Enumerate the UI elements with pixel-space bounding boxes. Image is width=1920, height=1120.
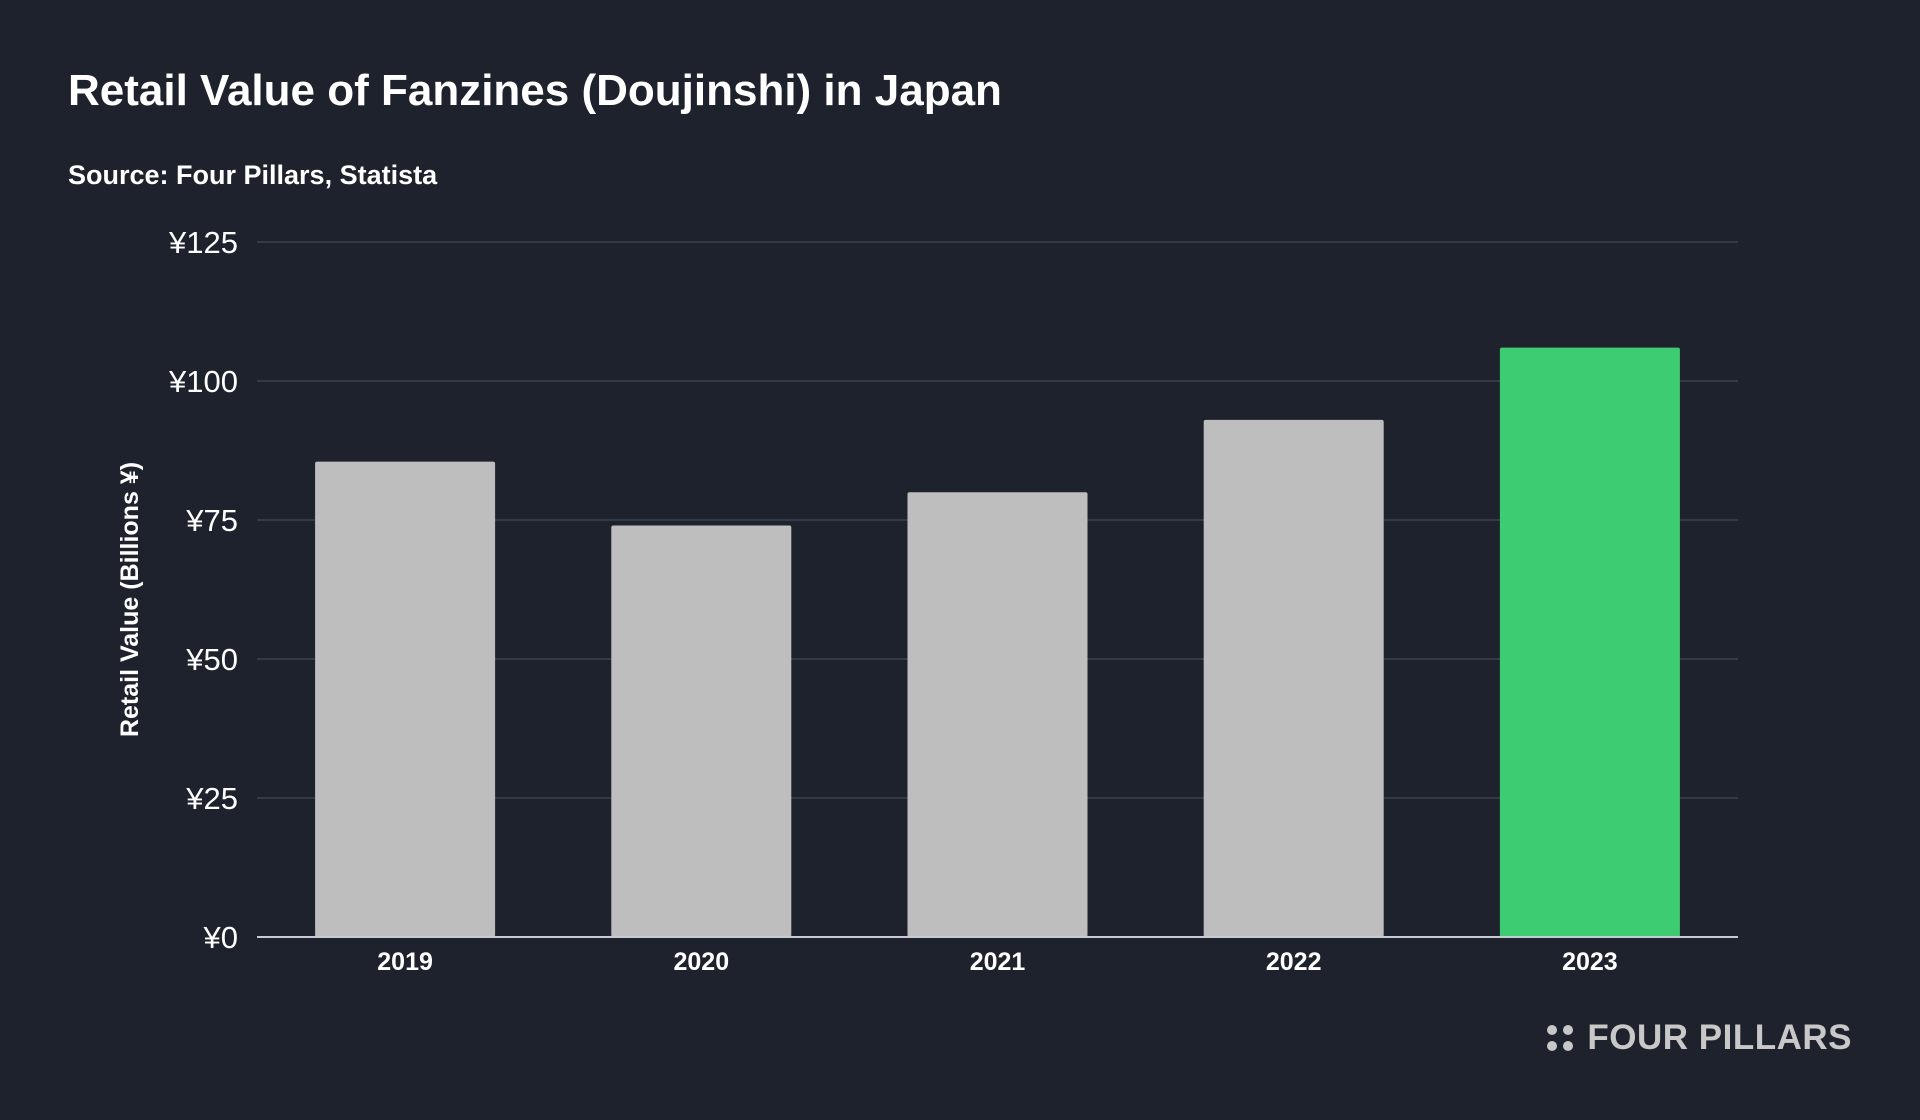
y-tick-label: ¥50 <box>185 642 238 677</box>
y-tick-label: ¥0 <box>203 920 238 955</box>
x-tick-label: 2019 <box>377 948 433 976</box>
x-tick-label: 2023 <box>1562 948 1618 976</box>
bar-2023 <box>1499 347 1680 937</box>
brand-logo: FOUR PILLARS <box>1547 1018 1852 1058</box>
y-axis-ticks: ¥0 ¥25 ¥50 ¥75 ¥100 ¥125 <box>168 225 238 955</box>
bar-2019 <box>315 461 496 937</box>
dots-icon <box>1547 1025 1574 1051</box>
y-axis-label: Retail Value (Billions ¥) <box>116 462 144 737</box>
chart-title: Retail Value of Fanzines (Doujinshi) in … <box>68 66 1002 115</box>
bar-2020 <box>611 525 792 937</box>
brand-name: FOUR PILLARS <box>1587 1018 1852 1057</box>
x-tick-label: 2020 <box>673 948 729 976</box>
y-tick-label: ¥100 <box>168 364 238 399</box>
bar-2021 <box>907 492 1088 937</box>
bar-2022 <box>1203 419 1384 937</box>
y-tick-label: ¥125 <box>168 225 238 260</box>
x-tick-label: 2021 <box>970 948 1026 976</box>
y-tick-label: ¥25 <box>185 781 238 816</box>
chart-source: Source: Four Pillars, Statista <box>68 160 438 190</box>
y-tick-label: ¥75 <box>185 503 238 538</box>
x-axis-ticks: 2019 2020 2021 2022 2023 <box>377 948 1617 976</box>
bars <box>315 347 1680 937</box>
x-tick-label: 2022 <box>1266 948 1322 976</box>
